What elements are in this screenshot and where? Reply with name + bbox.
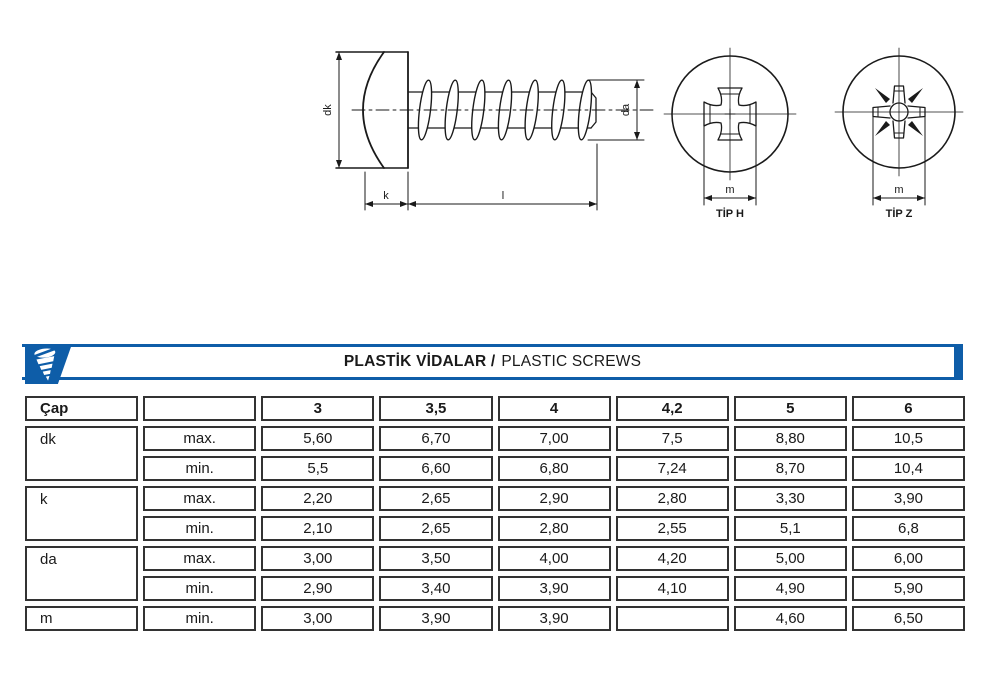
value-cell: 5,5 [261, 456, 375, 481]
value-cell: 8,70 [733, 456, 847, 481]
tip-z-label: TİP Z [886, 207, 913, 220]
value-cell: 8,80 [733, 426, 847, 451]
value-cell: 5,60 [261, 426, 375, 451]
section-title-en: PLASTIC SCREWS [501, 353, 642, 370]
value-cell: 3,50 [379, 546, 493, 571]
value-cell: 2,65 [379, 486, 493, 511]
col-header-cap: Çap [25, 396, 139, 421]
dim-label-da: da [620, 103, 632, 116]
param-cell-k: k [25, 486, 139, 541]
value-cell: 5,1 [733, 516, 847, 541]
limit-cell: min. [143, 606, 257, 631]
dim-label-m-tip-z: m [894, 184, 903, 196]
value-cell: 2,90 [497, 486, 611, 511]
value-cell: 6,00 [851, 546, 965, 571]
limit-cell: min. [143, 576, 257, 601]
param-cell-da: da [25, 546, 139, 601]
banner-right-accent [954, 344, 963, 380]
col-header-size-4,2: 4,2 [615, 396, 729, 421]
value-cell: 2,65 [379, 516, 493, 541]
value-cell [615, 606, 729, 631]
value-cell: 3,90 [379, 606, 493, 631]
value-cell: 3,90 [851, 486, 965, 511]
value-cell: 5,00 [733, 546, 847, 571]
value-cell: 3,00 [261, 606, 375, 631]
dim-label-m-tip-h: m [725, 184, 734, 196]
limit-cell: max. [143, 546, 257, 571]
value-cell: 4,10 [615, 576, 729, 601]
col-header-size-4: 4 [497, 396, 611, 421]
value-cell: 2,80 [497, 516, 611, 541]
dim-label-dk: dk [322, 104, 334, 116]
col-header-size-3: 3 [261, 396, 375, 421]
dimension-da [587, 79, 645, 141]
brand-badge [25, 344, 72, 384]
section-title-tr: PLASTİK VİDALAR / [343, 353, 496, 370]
value-cell: 3,40 [379, 576, 493, 601]
value-cell: 10,4 [851, 456, 965, 481]
value-cell: 6,60 [379, 456, 493, 481]
screw-side-view [335, 51, 657, 211]
dimension-m-tip-h [703, 113, 757, 206]
col-header-spacer [143, 396, 257, 421]
value-cell: 6,80 [497, 456, 611, 481]
limit-cell: max. [143, 486, 257, 511]
limit-cell: min. [143, 456, 257, 481]
tip-z-view [834, 47, 964, 206]
value-cell: 6,8 [851, 516, 965, 541]
value-cell: 2,80 [615, 486, 729, 511]
param-cell-dk: dk [25, 426, 139, 481]
limit-cell: max. [143, 426, 257, 451]
value-cell: 3,90 [497, 576, 611, 601]
value-cell: 4,60 [733, 606, 847, 631]
dimension-m-tip-z [872, 111, 926, 206]
pozidriv-recess [872, 85, 926, 139]
value-cell: 10,5 [851, 426, 965, 451]
value-cell: 7,5 [615, 426, 729, 451]
value-cell: 4,00 [497, 546, 611, 571]
dimensions-table: Çap 3 3,5 4 4,2 5 6 dk max. 5,60 6,70 7,00 7,5 8,80 10… [25, 396, 965, 631]
section-banner: PLASTİK VİDALAR / PLASTIC SCREWS [22, 344, 963, 384]
dim-label-l: l [502, 190, 504, 202]
phillips-recess [703, 87, 757, 141]
col-header-size-3,5: 3,5 [379, 396, 493, 421]
section-title: PLASTİK VİDALAR / PLASTIC SCREWS [22, 347, 963, 377]
screw-icon [34, 347, 56, 381]
value-cell: 2,10 [261, 516, 375, 541]
dimension-k-l [364, 143, 598, 211]
technical-drawing: dk da k l m TİP H [322, 47, 964, 220]
tip-h-view [663, 47, 797, 206]
value-cell: 4,20 [615, 546, 729, 571]
value-cell: 2,90 [261, 576, 375, 601]
col-header-size-6: 6 [851, 396, 965, 421]
value-cell: 5,90 [851, 576, 965, 601]
dimension-dk [336, 52, 342, 168]
value-cell: 7,24 [615, 456, 729, 481]
col-header-size-5: 5 [733, 396, 847, 421]
value-cell: 2,55 [615, 516, 729, 541]
value-cell: 2,20 [261, 486, 375, 511]
value-cell: 3,30 [733, 486, 847, 511]
dim-label-k: k [383, 190, 389, 202]
value-cell: 6,50 [851, 606, 965, 631]
value-cell: 6,70 [379, 426, 493, 451]
value-cell: 4,90 [733, 576, 847, 601]
tip-h-label: TİP H [716, 207, 744, 220]
limit-cell: min. [143, 516, 257, 541]
param-cell-m: m [25, 606, 139, 631]
value-cell: 7,00 [497, 426, 611, 451]
value-cell: 3,00 [261, 546, 375, 571]
value-cell: 3,90 [497, 606, 611, 631]
